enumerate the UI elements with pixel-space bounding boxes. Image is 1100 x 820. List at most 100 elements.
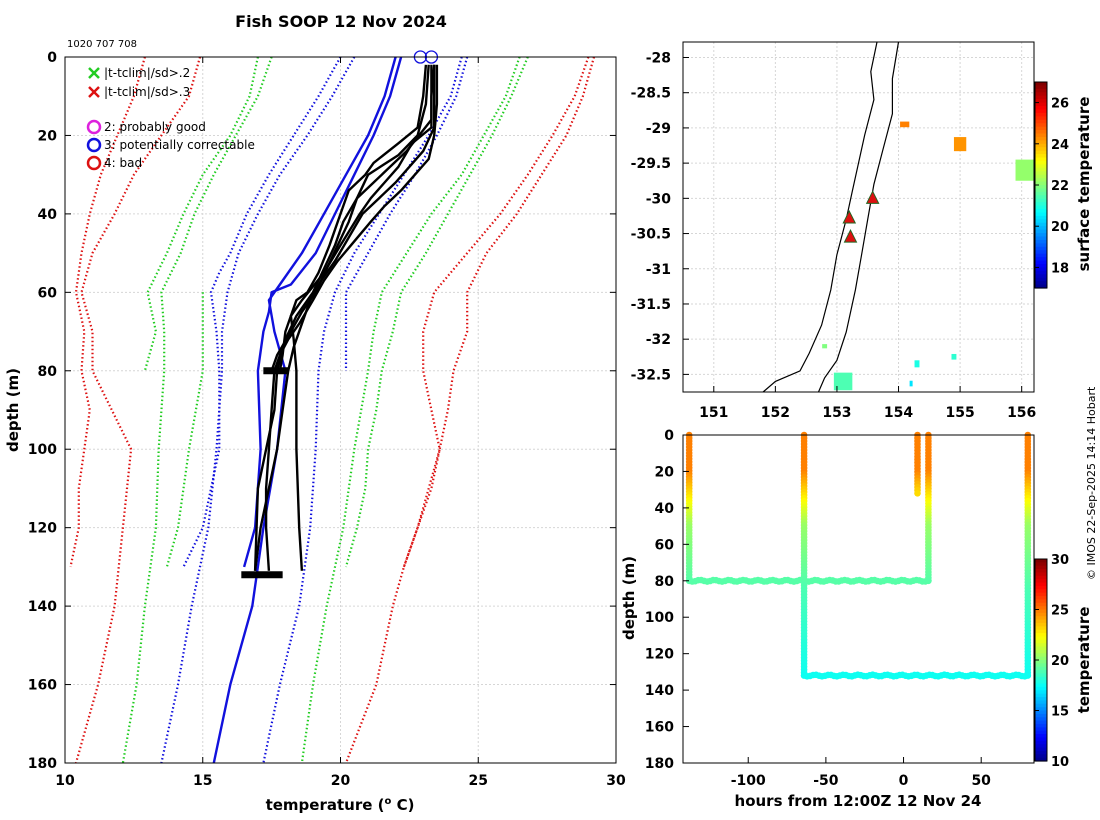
- map-colorbar-tick-label: 22: [1051, 179, 1069, 194]
- time-colorbar-segment: [1035, 727, 1047, 732]
- map-colorbar-segment: [1035, 109, 1047, 114]
- time-colorbar-segment: [1035, 616, 1047, 621]
- map-xtick-label: 155: [945, 405, 974, 421]
- map-plot-area: [683, 42, 1034, 392]
- map-colorbar-segment: [1035, 99, 1047, 104]
- time-colorbar-segment: [1035, 734, 1047, 739]
- map-colorbar-segment: [1035, 236, 1047, 241]
- map-ytick-label: -31: [646, 262, 671, 278]
- time-colorbar-segment: [1035, 744, 1047, 749]
- time-colorbar-segment: [1035, 720, 1047, 725]
- map-colorbar-segment: [1035, 198, 1047, 203]
- time-depth-ticks: -100 -50 0 50 0 20 40 60 80 100 120 140 160 180: [645, 428, 991, 789]
- map-colorbar-segment: [1035, 233, 1047, 238]
- time-colorbar-segment: [1035, 710, 1047, 715]
- legend-circle-marker: [86, 137, 102, 153]
- time-colorbar-segment: [1035, 606, 1047, 611]
- time-colorbar-segment: [1035, 639, 1047, 644]
- map-xtick-label: 156: [1007, 405, 1036, 421]
- map-sst-patch: [909, 380, 913, 387]
- time-colorbar-segment: [1035, 575, 1047, 580]
- series-clim-1sd-hi-b: [262, 56, 463, 764]
- xlabel-units: C): [391, 796, 414, 814]
- series-profile-708-a: [253, 64, 436, 571]
- time-colorbar-segment: [1035, 670, 1047, 675]
- series-clim-2sd-lo-c: [165, 292, 204, 568]
- map-sst-patch: [951, 353, 957, 360]
- map-station-marker: [843, 228, 858, 243]
- map-sst-patch: [900, 121, 910, 128]
- map-colorbar-segment: [1035, 167, 1047, 172]
- time-colorbar-tick-label: 25: [1051, 604, 1069, 619]
- time-colorbar-segment: [1035, 599, 1047, 604]
- map-colorbar-segment: [1035, 284, 1047, 289]
- map-colorbar-segment: [1035, 171, 1047, 176]
- map-colorbar-segment: [1035, 133, 1047, 138]
- time-colorbar-segment: [1035, 673, 1047, 678]
- time-colorbar-segment: [1035, 653, 1047, 658]
- imos-watermark: © IMOS 22-Sep-2025 14:14 Hobart: [1085, 386, 1098, 580]
- time-colorbar-segment: [1035, 626, 1047, 631]
- time-colorbar-segment: [1035, 697, 1047, 701]
- map-colorbar-segment: [1035, 178, 1047, 183]
- time-colorbar-segment: [1035, 666, 1047, 671]
- time-colorbar-segment: [1035, 700, 1047, 705]
- series-clim-2sd-lo-a: [143, 56, 259, 372]
- time-xtick-label: 0: [899, 773, 909, 789]
- series-clim-mean-a: [242, 56, 403, 568]
- map-colorbar-segment: [1035, 181, 1047, 186]
- time-depth-plot-area: [683, 435, 1034, 763]
- map-sst-patch: [833, 372, 853, 391]
- time-ytick-label: 20: [655, 464, 675, 480]
- map-colorbar-segment: [1035, 112, 1047, 117]
- time-colorbar-segment: [1035, 622, 1047, 627]
- legend-x-marker: [88, 67, 100, 79]
- time-colorbar-segment: [1035, 579, 1047, 584]
- time-depth-sample: [925, 577, 932, 585]
- map-colorbar-segment: [1035, 95, 1047, 100]
- map-colorbar-segment: [1035, 188, 1047, 193]
- map-colorbar-segment: [1035, 219, 1047, 224]
- map-colorbar-segment: [1035, 209, 1047, 214]
- map-xtick-label: 152: [761, 405, 790, 421]
- map-colorbar-segment: [1035, 119, 1047, 124]
- platform-ids: 1020 707 708: [67, 39, 137, 50]
- time-ytick-label: 140: [645, 683, 674, 699]
- time-depth-xlabel: hours from 12:00Z 12 Nov 24: [735, 792, 982, 810]
- time-ytick-label: 160: [645, 720, 674, 736]
- time-depth-series: [685, 431, 1032, 680]
- map-colorbar-tick-label: 26: [1051, 97, 1069, 112]
- map-colorbar-segment: [1035, 174, 1047, 179]
- time-colorbar-segment: [1035, 730, 1047, 735]
- map-colorbar-segment: [1035, 250, 1047, 255]
- map-colorbar-segment: [1035, 222, 1047, 227]
- time-xtick-label: 50: [971, 773, 991, 789]
- map-ytick-label: -28.5: [631, 86, 671, 102]
- map-colorbar-segment: [1035, 126, 1047, 131]
- time-colorbar-segment: [1035, 596, 1047, 600]
- legend-x-marker: [88, 86, 100, 98]
- time-depth-ylabel: depth (m): [620, 556, 638, 640]
- time-colorbar-segment: [1035, 565, 1047, 570]
- map-colorbar-segment: [1035, 270, 1047, 275]
- map-colorbar-segment: [1035, 260, 1047, 265]
- map-ytick-label: -32: [646, 332, 671, 348]
- map-colorbar-segment: [1035, 116, 1047, 121]
- profile-xtick-label: 20: [331, 773, 351, 789]
- map-colorbar-segment: [1035, 160, 1047, 165]
- map-colorbar-segment: [1035, 154, 1047, 159]
- legend-label: |t-tclim|/sd>.3: [104, 85, 190, 99]
- map-ytick-label: -29.5: [631, 156, 671, 172]
- map-colorbar-segment: [1035, 267, 1047, 272]
- map-station-marker: [842, 209, 857, 224]
- time-colorbar-segment: [1035, 612, 1047, 617]
- map-colorbar-segment: [1035, 277, 1047, 282]
- series-profile-1020: [289, 64, 428, 571]
- series-clim-mean-b: [212, 56, 397, 764]
- time-ytick-label: 60: [655, 537, 675, 553]
- time-colorbar-segment: [1035, 717, 1047, 722]
- map-colorbar-segment: [1035, 157, 1047, 162]
- xlabel-text: temperature (: [266, 796, 385, 814]
- time-ytick-label: 180: [645, 756, 674, 772]
